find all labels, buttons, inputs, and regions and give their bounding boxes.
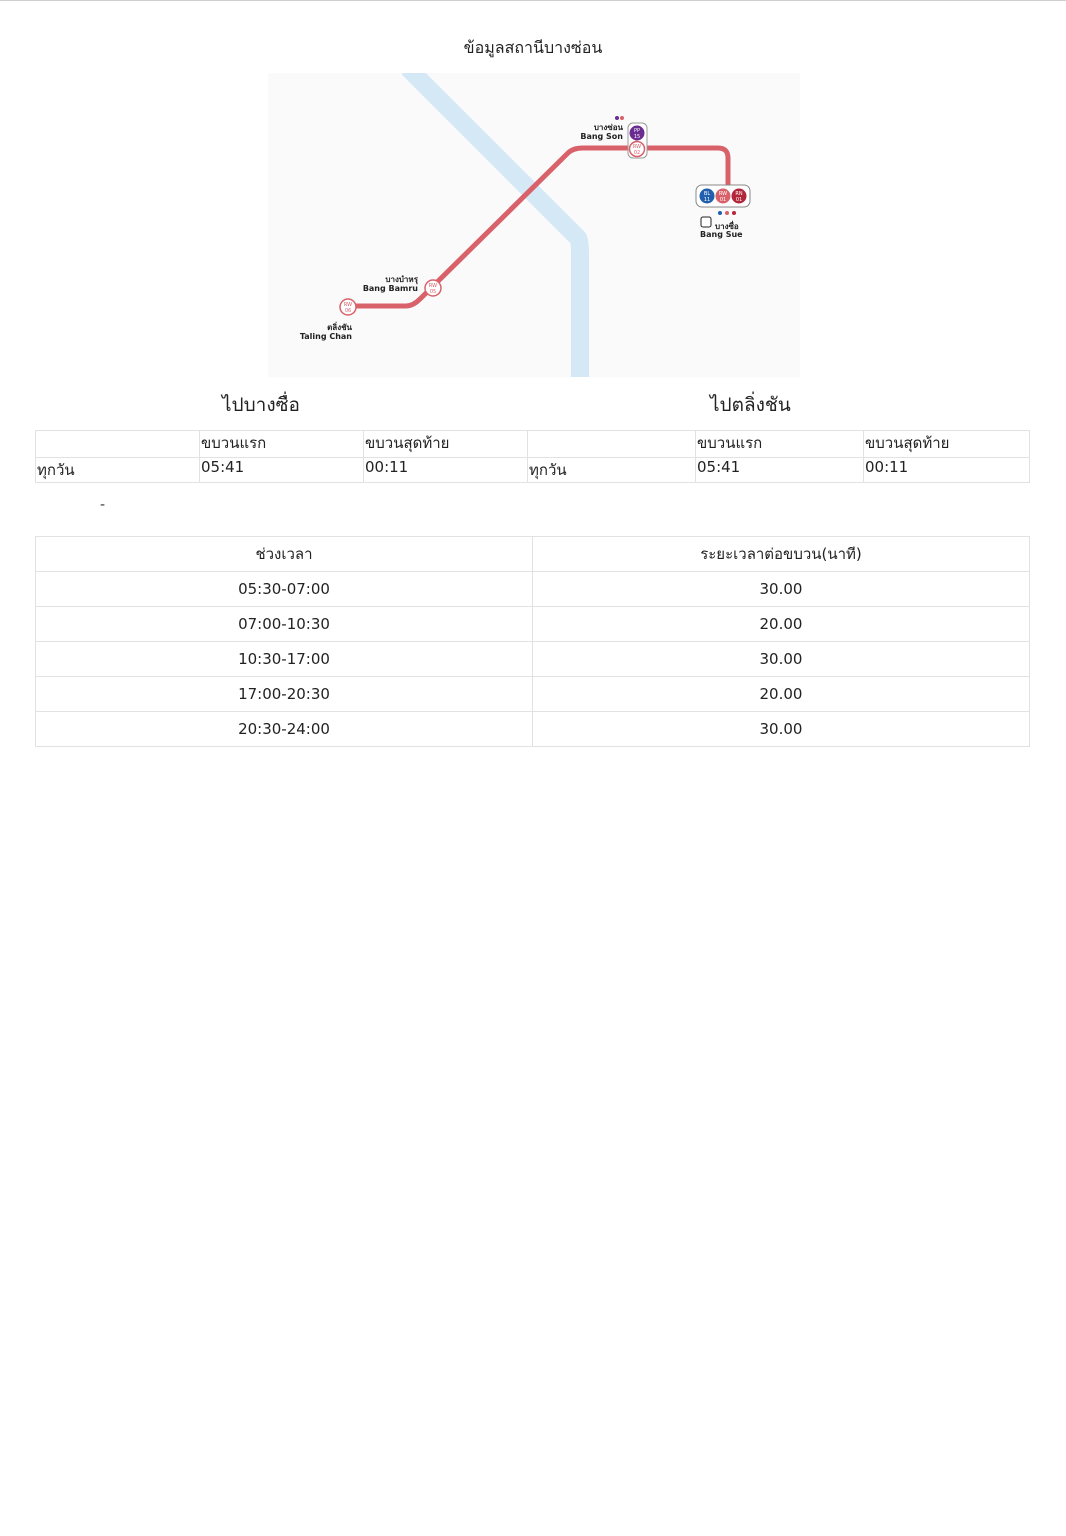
last-train-cell: 00:11 — [863, 457, 1030, 483]
taling-chan-en: Taling Chan — [300, 332, 352, 341]
rn01-badge-icon — [731, 188, 747, 204]
rn01-badge-label: RN — [735, 191, 742, 197]
schedule-table-taling-chan: ขบวนแรก ขบวนสุดท้าย ทุกวัน 05:41 00:11 — [527, 430, 1030, 483]
table-header-cell: ขบวนแรก — [199, 430, 364, 458]
direction-heading-taling-chan: ไปตลิ่งชัน — [710, 394, 791, 416]
table-row: ทุกวัน 05:41 00:11 — [527, 457, 1030, 483]
direction-heading-bang-sue: ไปบางซื่อ — [222, 394, 300, 416]
rw01-badge-num: 01 — [720, 197, 726, 203]
rw01-badge-icon — [715, 188, 731, 204]
rw05-badge-num: 05 — [430, 289, 436, 295]
table-header-cell: ขบวนสุดท้าย — [363, 430, 528, 458]
period-cell: 07:00-10:30 — [35, 606, 533, 642]
dash-text: - — [100, 497, 106, 513]
rw02-badge-label: RW — [633, 144, 641, 150]
rw06-badge-label: RW — [344, 302, 352, 308]
table-row: 05:30-07:00 30.00 — [35, 571, 1030, 607]
period-cell: 05:30-07:00 — [35, 571, 533, 607]
last-train-cell: 00:11 — [363, 457, 528, 483]
interval-header: ระยะเวลาต่อขบวน(นาที) — [532, 536, 1030, 572]
rw01-badge-label: RW — [719, 191, 727, 197]
table-header-row: ขบวนแรก ขบวนสุดท้าย — [35, 430, 528, 458]
rw02-badge-num: 02 — [634, 150, 640, 156]
table-header-row: ขบวนแรก ขบวนสุดท้าย — [527, 430, 1030, 458]
schedule-table-bang-sue: ขบวนแรก ขบวนสุดท้าย ทุกวัน 05:41 00:11 — [35, 430, 528, 483]
train-icon — [700, 216, 712, 228]
period-cell: 10:30-17:00 — [35, 641, 533, 677]
table-header-cell — [35, 430, 200, 458]
rn01-badge-num: 01 — [736, 197, 742, 203]
bl11-badge-num: 11 — [704, 197, 710, 203]
table-row: 17:00-20:30 20.00 — [35, 676, 1030, 712]
bang-bamru-en: Bang Bamru — [363, 284, 418, 293]
bl11-badge-icon — [699, 188, 715, 204]
period-cell: 20:30-24:00 — [35, 711, 533, 747]
rw06-badge-num: 06 — [345, 308, 351, 314]
red-line-route — [345, 145, 731, 309]
red-line-dot-icon — [725, 211, 729, 215]
darkred-line-dot-icon — [732, 211, 736, 215]
interval-cell: 20.00 — [532, 606, 1030, 642]
bang-bamru-th: บางบำหรุ — [385, 275, 418, 285]
table-header-cell — [527, 430, 696, 458]
bang-son-en: Bang Son — [580, 132, 623, 141]
day-cell: ทุกวัน — [527, 457, 696, 483]
bang-son-th: บางซ่อน — [594, 123, 624, 132]
bang-sue-th: บางซื่อ — [715, 220, 739, 231]
interval-cell: 30.00 — [532, 711, 1030, 747]
table-row: 20:30-24:00 30.00 — [35, 711, 1030, 747]
route-map-svg: PP 15 RW 02 บางซ่อน Bang Son BL 11 RW 01… — [300, 73, 751, 377]
table-row: 07:00-10:30 20.00 — [35, 606, 1030, 642]
taling-chan-th: ตลิ่งชัน — [327, 321, 352, 332]
interval-cell: 30.00 — [532, 571, 1030, 607]
bang-sue-en: Bang Sue — [700, 230, 743, 239]
table-header-cell: ขบวนสุดท้าย — [863, 430, 1030, 458]
pp15-badge-num: 15 — [634, 134, 640, 140]
red-line-dot-icon — [620, 116, 624, 120]
page-title: ข้อมูลสถานีบางซ่อน — [463, 38, 603, 57]
pp15-badge-icon — [629, 125, 645, 141]
interval-cell: 20.00 — [532, 676, 1030, 712]
first-train-cell: 05:41 — [695, 457, 864, 483]
table-row: 10:30-17:00 30.00 — [35, 641, 1030, 677]
table-header-cell: ขบวนแรก — [695, 430, 864, 458]
purple-line-dot-icon — [615, 116, 619, 120]
blue-line-dot-icon — [718, 211, 722, 215]
rw05-badge-icon — [424, 279, 442, 297]
top-divider — [0, 0, 1066, 1]
interval-cell: 30.00 — [532, 641, 1030, 677]
rw05-badge-label: RW — [429, 283, 437, 289]
river-shape — [401, 73, 589, 377]
day-cell: ทุกวัน — [35, 457, 200, 483]
rw02-badge-icon — [628, 140, 646, 158]
period-header: ช่วงเวลา — [35, 536, 533, 572]
period-cell: 17:00-20:30 — [35, 676, 533, 712]
table-header-row: ช่วงเวลา ระยะเวลาต่อขบวน(นาที) — [35, 536, 1030, 572]
rw06-badge-icon — [339, 298, 357, 316]
route-map: PP 15 RW 02 บางซ่อน Bang Son BL 11 RW 01… — [268, 73, 800, 377]
headway-table: ช่วงเวลา ระยะเวลาต่อขบวน(นาที) 05:30-07:… — [35, 536, 1030, 747]
table-row: ทุกวัน 05:41 00:11 — [35, 457, 528, 483]
bl11-badge-label: BL — [704, 191, 710, 197]
pp15-badge-label: PP — [634, 128, 640, 134]
first-train-cell: 05:41 — [199, 457, 364, 483]
